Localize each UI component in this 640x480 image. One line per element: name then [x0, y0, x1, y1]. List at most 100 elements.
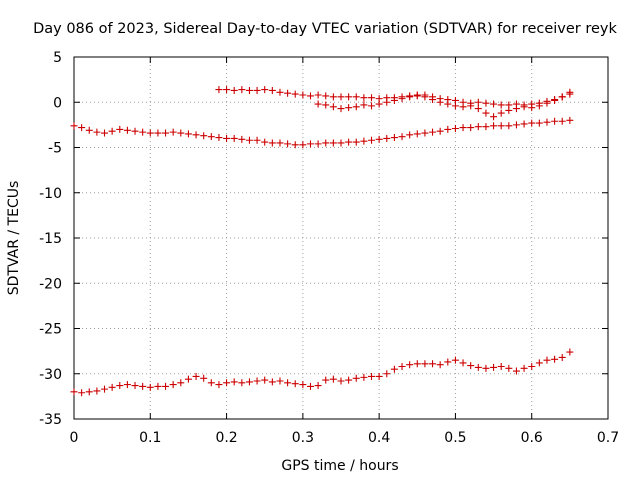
- y-tick-label: -20: [39, 276, 62, 292]
- data-point: [345, 138, 353, 146]
- series-track-upper-b: [314, 88, 574, 121]
- data-point: [123, 381, 131, 389]
- data-point: [467, 102, 475, 110]
- data-point: [429, 360, 437, 368]
- data-point: [413, 360, 421, 368]
- data-point: [78, 124, 86, 132]
- data-point: [337, 105, 345, 113]
- data-point: [482, 99, 490, 107]
- data-point: [467, 124, 475, 132]
- data-point: [352, 93, 360, 101]
- data-point: [261, 138, 269, 146]
- data-point: [406, 131, 414, 139]
- data-point: [482, 364, 490, 372]
- data-point: [474, 98, 482, 106]
- data-point: [497, 363, 505, 371]
- data-point: [230, 134, 238, 142]
- data-point: [261, 376, 269, 384]
- data-point: [368, 136, 376, 144]
- data-point: [284, 379, 292, 387]
- x-tick-label: 0.5: [444, 430, 466, 446]
- data-point: [558, 353, 566, 361]
- data-point: [436, 361, 444, 369]
- x-tick-label: 0.4: [368, 430, 390, 446]
- data-point: [474, 123, 482, 131]
- data-point: [192, 131, 200, 139]
- data-point: [406, 361, 414, 369]
- data-point: [566, 348, 574, 356]
- data-point: [390, 365, 398, 373]
- data-point: [291, 380, 299, 388]
- data-point: [85, 126, 93, 134]
- data-point: [329, 375, 337, 383]
- data-point: [306, 382, 314, 390]
- data-point: [253, 377, 261, 385]
- data-point: [154, 382, 162, 390]
- data-point: [162, 382, 170, 390]
- data-point: [497, 122, 505, 130]
- data-point: [543, 99, 551, 107]
- data-point: [329, 93, 337, 101]
- data-point: [291, 141, 299, 149]
- data-point: [398, 133, 406, 141]
- data-point: [528, 104, 536, 112]
- data-point: [306, 140, 314, 148]
- chart-title: Day 086 of 2023, Sidereal Day-to-day VTE…: [33, 21, 617, 37]
- data-point: [169, 381, 177, 389]
- y-tick-label: -15: [39, 231, 62, 247]
- data-point: [116, 125, 124, 133]
- data-point: [413, 92, 421, 100]
- data-point: [101, 129, 109, 137]
- data-point: [306, 92, 314, 100]
- data-point: [169, 128, 177, 136]
- data-point: [459, 124, 467, 132]
- data-point: [352, 374, 360, 382]
- data-point: [131, 127, 139, 135]
- data-point: [184, 375, 192, 383]
- tick-labels: 0 0.1 0.2 0.3 0.4 0.5 0.6 0.7 5 0 -5 -10 -15 -20 -25 -3…: [39, 50, 619, 446]
- series-track-middle: [70, 116, 574, 149]
- data-series: [70, 86, 574, 397]
- data-point: [314, 100, 322, 108]
- data-point: [329, 103, 337, 111]
- data-point: [413, 130, 421, 138]
- data-point: [78, 389, 86, 397]
- data-point: [322, 92, 330, 100]
- data-point: [451, 124, 459, 132]
- data-point: [398, 95, 406, 103]
- data-point: [551, 96, 559, 104]
- data-point: [551, 355, 559, 363]
- data-point: [70, 388, 78, 396]
- data-point: [497, 109, 505, 117]
- data-point: [474, 105, 482, 113]
- data-point: [512, 121, 520, 129]
- data-point: [558, 93, 566, 101]
- data-point: [93, 387, 101, 395]
- data-point: [451, 102, 459, 110]
- data-point: [368, 94, 376, 102]
- data-point: [139, 382, 147, 390]
- data-point: [368, 372, 376, 380]
- data-point: [253, 86, 261, 94]
- data-point: [337, 377, 345, 385]
- y-tick-label: 5: [53, 50, 62, 66]
- data-point: [245, 136, 253, 144]
- data-point: [207, 133, 215, 141]
- data-point: [390, 134, 398, 142]
- data-point: [360, 101, 368, 109]
- x-tick-label: 0.2: [215, 430, 237, 446]
- data-point: [451, 356, 459, 364]
- data-point: [101, 385, 109, 393]
- data-point: [93, 128, 101, 136]
- data-point: [284, 140, 292, 148]
- data-point: [520, 364, 528, 372]
- data-point: [444, 358, 452, 366]
- data-point: [192, 372, 200, 380]
- data-point: [238, 86, 246, 94]
- y-tick-label: -10: [39, 186, 62, 202]
- data-point: [123, 126, 131, 134]
- data-point: [299, 91, 307, 99]
- data-point: [276, 88, 284, 96]
- data-point: [368, 102, 376, 110]
